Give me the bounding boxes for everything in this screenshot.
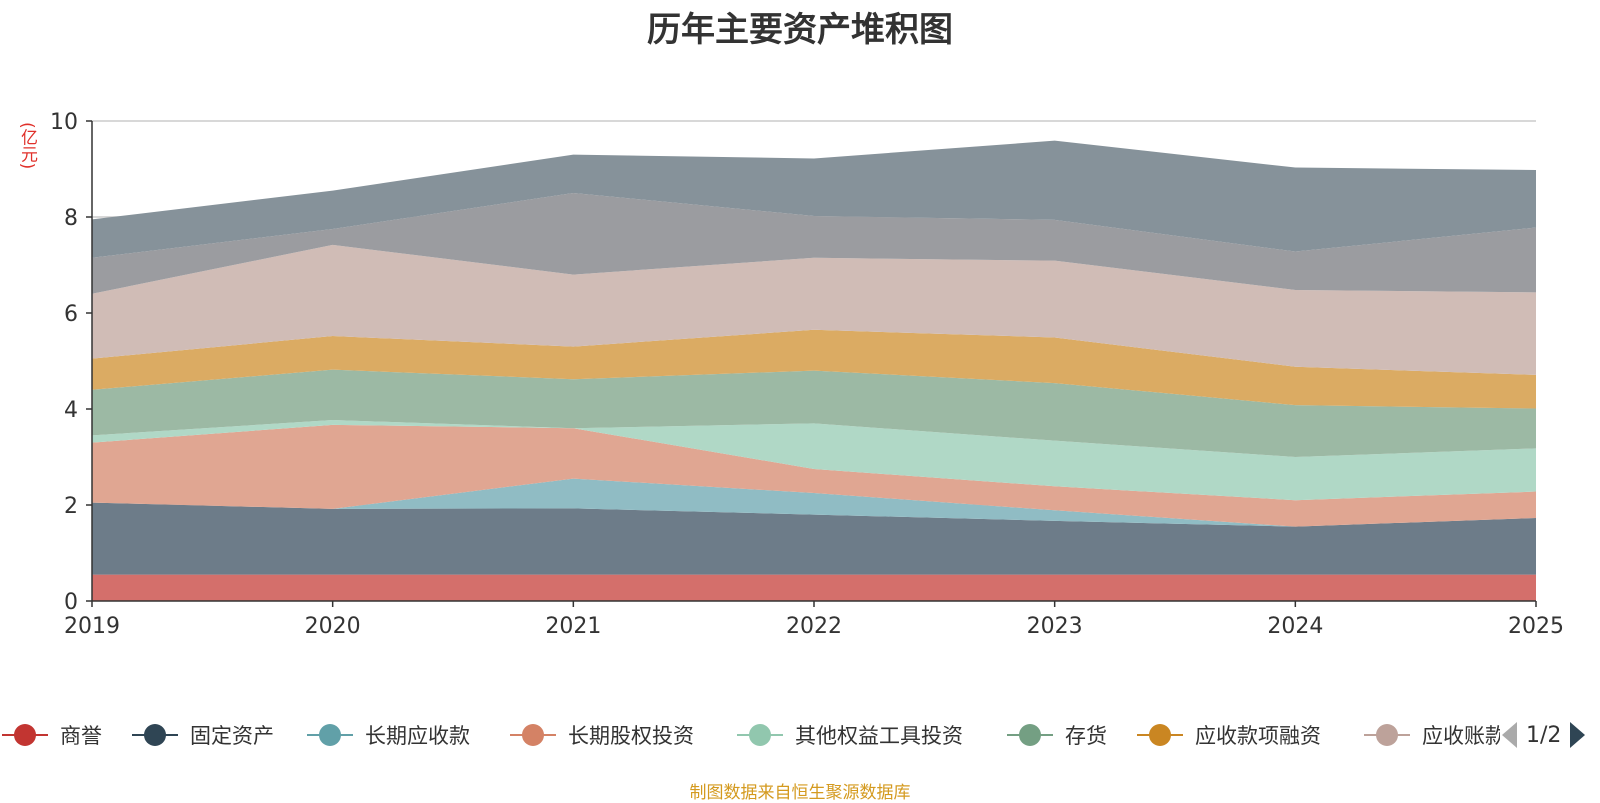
legend-item[interactable]: 应收账款 bbox=[1362, 715, 1500, 755]
chart-title: 历年主要资产堆积图 bbox=[647, 10, 953, 50]
area-series-8 bbox=[92, 244, 1536, 375]
legend-item[interactable]: 长期应收款 bbox=[305, 715, 470, 755]
legend-item[interactable]: 应收款项融资 bbox=[1135, 715, 1321, 755]
legend-item[interactable]: 商誉 bbox=[0, 715, 102, 755]
next-page-icon[interactable] bbox=[1567, 720, 1587, 750]
legend-item[interactable]: 其他权益工具投资 bbox=[735, 715, 963, 755]
legend-label: 长期应收款 bbox=[365, 724, 470, 748]
y-tick-label: 4 bbox=[64, 398, 78, 423]
x-tick-label: 2023 bbox=[1027, 614, 1083, 639]
legend-item[interactable]: 存货 bbox=[1005, 715, 1107, 755]
legend-page-indicator: 1/2 bbox=[1526, 722, 1562, 748]
x-tick-label: 2019 bbox=[64, 614, 120, 639]
area-series-9 bbox=[92, 193, 1536, 294]
prev-page-icon[interactable] bbox=[1500, 720, 1520, 750]
y-tick-label: 2 bbox=[64, 494, 78, 519]
area-series-5 bbox=[92, 420, 1536, 501]
legend-item[interactable]: 长期股权投资 bbox=[508, 715, 694, 755]
area-series-6 bbox=[92, 369, 1536, 457]
y-tick-label: 6 bbox=[64, 302, 78, 327]
axes bbox=[86, 120, 1537, 607]
x-tick-label: 2020 bbox=[305, 614, 361, 639]
area-series-7 bbox=[92, 329, 1536, 409]
x-tick-label: 2025 bbox=[1508, 614, 1564, 639]
y-tick-label: 8 bbox=[64, 206, 78, 231]
legend-marker-icon bbox=[510, 724, 556, 746]
legend-marker-icon bbox=[1364, 724, 1410, 746]
x-tick-label: 2022 bbox=[786, 614, 842, 639]
legend-marker-icon bbox=[737, 724, 783, 746]
x-tick-label: 2021 bbox=[545, 614, 601, 639]
y-tick-labels: 0 2 4 6 8 10 bbox=[50, 110, 78, 615]
y-tick-label: 10 bbox=[50, 110, 78, 135]
legend-marker-icon bbox=[1007, 724, 1053, 746]
legend-label: 其他权益工具投资 bbox=[795, 724, 963, 748]
area-layers bbox=[92, 140, 1536, 601]
x-tick-labels: 2019 2020 2021 2022 2023 2024 2025 bbox=[64, 614, 1564, 639]
legend-label: 商誉 bbox=[60, 724, 102, 748]
legend-label: 固定资产 bbox=[190, 724, 274, 748]
legend-marker-icon bbox=[307, 724, 353, 746]
area-series-10 bbox=[92, 140, 1536, 258]
area-series-3 bbox=[92, 478, 1536, 527]
x-tick-label: 2024 bbox=[1267, 614, 1323, 639]
y-axis-unit-label: (亿元) bbox=[17, 122, 37, 170]
legend-label: 存货 bbox=[1065, 724, 1107, 748]
area-series-1 bbox=[92, 574, 1536, 601]
area-series-2 bbox=[92, 502, 1536, 575]
area-series-4 bbox=[92, 424, 1536, 527]
y-tick-label: 0 bbox=[64, 590, 78, 615]
legend-label: 应收款项融资 bbox=[1195, 724, 1321, 748]
legend-label: 长期股权投资 bbox=[568, 724, 694, 748]
stacked-area-chart: 0 2 4 6 8 10 2019 2020 2021 2022 2023 2024 2025 bbox=[50, 110, 1564, 639]
legend-item[interactable]: 固定资产 bbox=[130, 715, 274, 755]
source-note: 制图数据来自恒生聚源数据库 bbox=[689, 783, 911, 803]
legend-marker-icon bbox=[2, 724, 48, 746]
legend-pager: 1/2 bbox=[1500, 718, 1600, 752]
legend-marker-icon bbox=[1137, 724, 1183, 746]
legend: 商誉 固定资产 长期应收款 长期股权投资 其他权益工具投资 存货 应收款项融资 应收账款 bbox=[0, 715, 1500, 755]
legend-label: 应收账款 bbox=[1422, 724, 1500, 748]
legend-marker-icon bbox=[132, 724, 178, 746]
